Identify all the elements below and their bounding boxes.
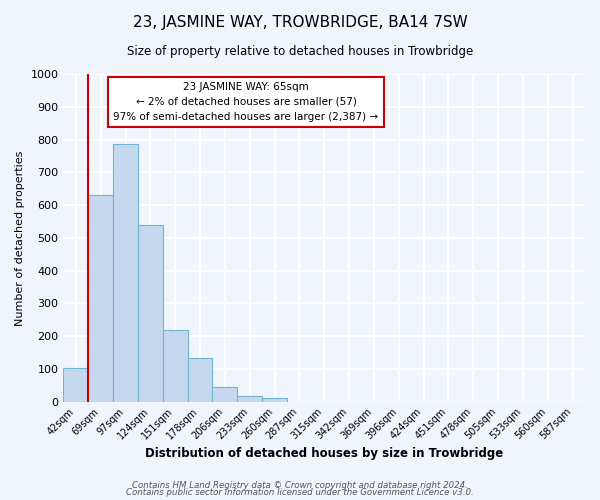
Bar bbox=[262, 398, 287, 402]
Text: Contains public sector information licensed under the Government Licence v3.0.: Contains public sector information licen… bbox=[126, 488, 474, 497]
Text: 23 JASMINE WAY: 65sqm
← 2% of detached houses are smaller (57)
97% of semi-detac: 23 JASMINE WAY: 65sqm ← 2% of detached h… bbox=[113, 82, 379, 122]
Bar bbox=[188, 358, 212, 402]
Y-axis label: Number of detached properties: Number of detached properties bbox=[15, 150, 25, 326]
Bar bbox=[113, 144, 138, 402]
Bar bbox=[138, 224, 163, 402]
Text: Contains HM Land Registry data © Crown copyright and database right 2024.: Contains HM Land Registry data © Crown c… bbox=[132, 480, 468, 490]
Bar bbox=[88, 195, 113, 402]
Bar bbox=[237, 396, 262, 402]
Bar bbox=[163, 330, 188, 402]
Bar bbox=[64, 368, 88, 402]
Text: Size of property relative to detached houses in Trowbridge: Size of property relative to detached ho… bbox=[127, 45, 473, 58]
Bar bbox=[212, 387, 237, 402]
X-axis label: Distribution of detached houses by size in Trowbridge: Distribution of detached houses by size … bbox=[145, 447, 503, 460]
Text: 23, JASMINE WAY, TROWBRIDGE, BA14 7SW: 23, JASMINE WAY, TROWBRIDGE, BA14 7SW bbox=[133, 15, 467, 30]
